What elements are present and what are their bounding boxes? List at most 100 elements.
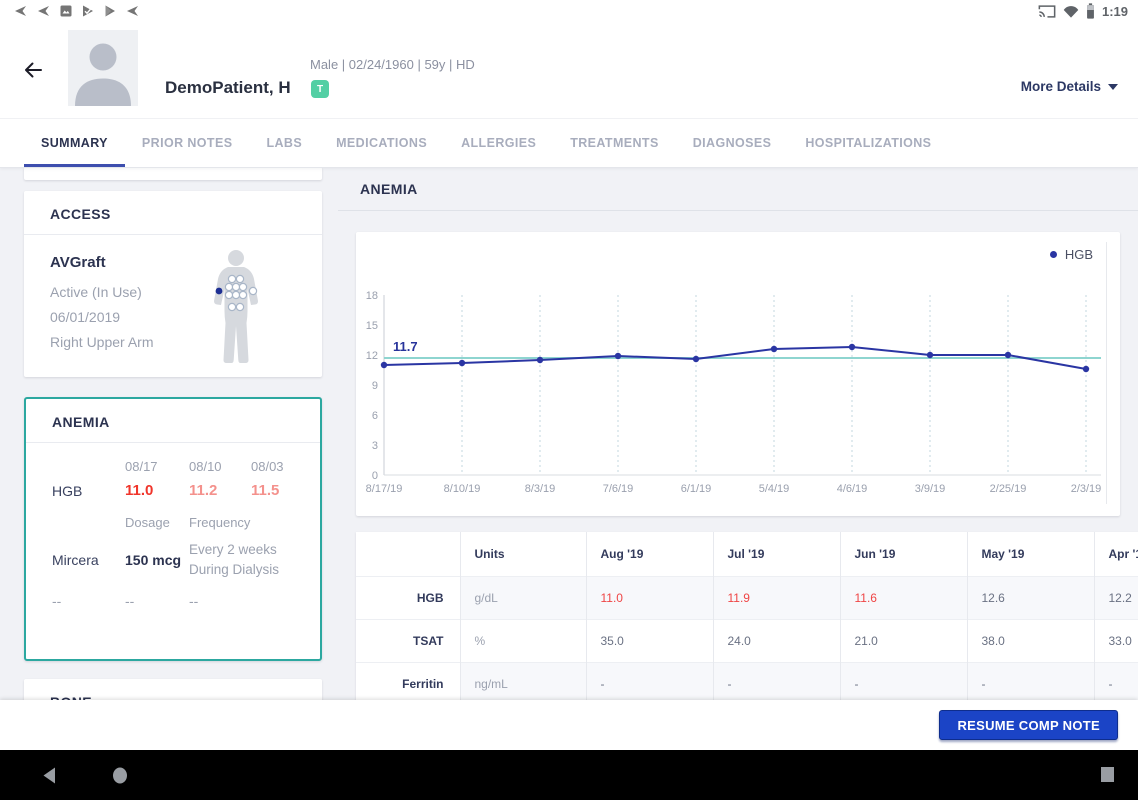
svg-text:4/6/19: 4/6/19 [837,483,868,495]
content-area: ACCESS AVGraft Active (In Use) 06/01/201… [0,167,1138,750]
empty-3: -- [189,593,199,610]
access-date: 06/01/2019 [50,309,121,325]
table-header-1: Units [459,532,586,576]
row-label: HGB [356,576,460,619]
hgb-value-2: 11.2 [189,482,218,499]
cell-value: - [585,662,713,705]
access-location: Right Upper Arm [50,334,154,350]
play-store-check-icon [83,5,93,17]
tab-summary[interactable]: SUMMARY [24,118,125,167]
access-card[interactable]: ACCESS AVGraft Active (In Use) 06/01/201… [24,191,322,377]
chart-scrollbar[interactable] [1106,242,1107,504]
footer-action-bar: RESUME COMP NOTE [0,700,1138,750]
section-divider [338,210,1138,211]
wifi-icon [1063,5,1079,18]
table-header-4: Jun '19 [839,532,967,576]
tab-labs[interactable]: LABS [266,135,303,150]
cast-icon [1038,4,1056,18]
medication-row: Mircera 150 mcg Every 2 weeks During Dia… [26,540,320,579]
row-label: Ferritin [356,662,460,705]
svg-text:9: 9 [372,380,378,392]
cell-value: 12.6 [966,576,1094,619]
cell-value: - [1093,662,1138,705]
table-corner-cell [356,532,460,576]
table-row-hgb: HGB g/dL 11.0 11.9 11.6 12.6 12.2 [356,576,1138,619]
access-card-title: ACCESS [24,191,322,235]
date-1: 08/17 [125,459,158,474]
home-icon[interactable] [112,767,128,784]
card-partial-top[interactable] [24,167,322,180]
battery-icon [1087,3,1094,19]
anemia-card-title: ANEMIA [26,399,320,443]
svg-text:0: 0 [372,470,378,482]
svg-text:7/6/19: 7/6/19 [603,483,634,495]
back-arrow-icon [25,62,42,78]
cell-value: 24.0 [712,619,840,662]
reply-arrow-icon [15,6,26,16]
cell-value: 21.0 [839,619,967,662]
reply-arrow-icon [127,6,138,16]
table-header-3: Jul '19 [712,532,840,576]
svg-text:6/1/19: 6/1/19 [681,483,712,495]
more-details-button[interactable]: More Details [1021,79,1118,94]
screenshot-icon [60,5,72,17]
android-nav-bar [0,750,1138,800]
medication-name: Mircera [52,551,99,568]
table-header-6: Apr '19 [1093,532,1138,576]
patient-name: DemoPatient, H [165,78,291,97]
summary-sidebar: ACCESS AVGraft Active (In Use) 06/01/201… [24,167,322,749]
medication-frequency: Every 2 weeks During Dialysis [189,540,300,579]
tab-medications[interactable]: MEDICATIONS [336,135,428,150]
row-unit: g/dL [459,576,586,619]
anemia-section-title: ANEMIA [360,181,418,197]
back-button[interactable] [22,59,46,83]
empty-values-row: -- -- -- [26,593,320,609]
legend-label: HGB [1064,247,1093,262]
notification-icons [10,5,139,17]
anemia-dates-row: 08/17 08/10 08/03 [26,459,320,474]
hgb-value-3: 11.5 [251,482,280,499]
svg-text:18: 18 [366,290,378,302]
access-card-body: AVGraft Active (In Use) 06/01/2019 Right… [24,235,322,350]
hgb-line-chart: 8/17/19 8/10/19 8/3/19 7/6/19 6/1/19 5/4/19 4/… [366,290,1102,495]
patient-avatar [68,30,138,106]
patient-demographics: Male | 02/24/1960 | 59y | HD [310,57,475,72]
tab-bar: SUMMARY PRIOR NOTES LABS MEDICATIONS ALLERGI… [0,118,1138,168]
back-icon[interactable] [42,767,56,784]
empty-1: -- [52,593,62,610]
svg-text:3: 3 [372,440,378,452]
resume-comp-note-button[interactable]: RESUME COMP NOTE [939,710,1118,740]
row-label: TSAT [356,619,460,662]
svg-text:8/3/19: 8/3/19 [525,483,556,495]
svg-text:2/3/19: 2/3/19 [1071,483,1102,495]
chart-legend: HGB [1049,247,1093,262]
dose-header-row: Dosage Frequency [26,515,320,530]
patient-header: DemoPatient, H Male | 02/24/1960 | 59y |… [0,22,1138,119]
access-status: Active (In Use) [50,284,142,300]
tab-diagnoses[interactable]: DIAGNOSES [692,135,772,150]
date-2: 08/10 [189,459,222,474]
legend-dot [1049,251,1057,258]
frequency-line-1: Every 2 weeks [189,542,277,557]
recents-icon[interactable] [1101,767,1114,782]
empty-2: -- [125,593,135,610]
tab-hospitalizations[interactable]: HOSPITALIZATIONS [805,135,932,150]
table-header-2: Aug '19 [585,532,713,576]
anemia-card-selected[interactable]: ANEMIA 08/17 08/10 08/03 HGB 11.0 11.2 1… [24,397,322,661]
anemia-hgb-row: HGB 11.0 11.2 11.5 [26,482,320,499]
tab-treatments[interactable]: TREATMENTS [570,135,659,150]
tab-allergies[interactable]: ALLERGIES [461,135,537,150]
cell-value: 35.0 [585,619,713,662]
cell-value: - [839,662,967,705]
svg-text:2/25/19: 2/25/19 [990,483,1027,495]
svg-text:6: 6 [372,410,378,422]
cell-value: 33.0 [1093,619,1138,662]
tab-prior-notes[interactable]: PRIOR NOTES [141,135,233,150]
hgb-chart-card: HGB 8/17/19 8/10/19 8/3/19 7/6/19 6/1/19 5/4/… [356,232,1120,516]
person-silhouette-icon [68,30,138,106]
row-unit: % [459,619,586,662]
cell-value: 12.2 [1093,576,1138,619]
